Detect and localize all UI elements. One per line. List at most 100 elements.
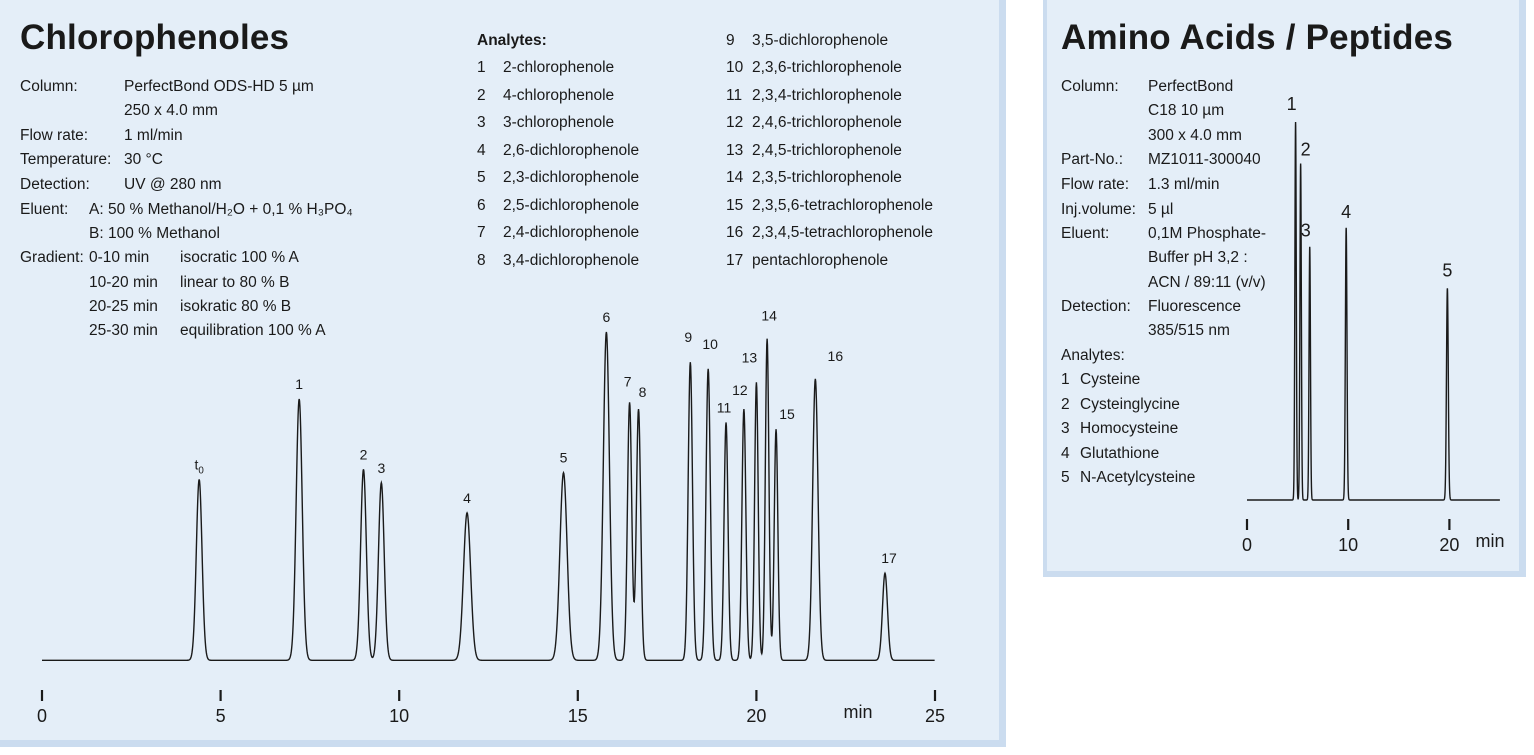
peak-label: 2 — [1301, 140, 1311, 160]
peak-label: 10 — [702, 336, 718, 352]
x-tick-label: 10 — [389, 706, 409, 726]
analyte-name: Homocysteine — [1080, 420, 1179, 437]
analyte-number: 9 — [726, 32, 735, 49]
gradient-label: Gradient: — [20, 249, 84, 266]
analyte-name: 2,4,5-trichlorophenole — [752, 142, 902, 159]
eluent-label: Eluent: — [20, 201, 69, 218]
x-tick-label: 0 — [1242, 535, 1252, 555]
peak-label: 11 — [717, 399, 732, 415]
flow-label: Flow rate: — [1061, 176, 1130, 193]
peak-label: 17 — [881, 550, 897, 566]
peak-label: 14 — [761, 308, 777, 324]
analyte-number: 2 — [477, 87, 486, 104]
analyte-number: 3 — [477, 114, 486, 131]
analyte-number: 4 — [477, 142, 486, 159]
peak-label: 6 — [602, 309, 610, 325]
column-value: PerfectBond — [1148, 78, 1234, 95]
analyte-name: 3-chlorophenole — [503, 114, 615, 131]
analyte-name: Glutathione — [1080, 445, 1160, 462]
gradient-step: linear to 80 % B — [180, 274, 290, 291]
chromatogram-amino-acids: 1 2 3 4 5 0 10 20 min — [1242, 94, 1505, 555]
peak-label: 8 — [639, 384, 647, 400]
detection-value: UV @ 280 nm — [124, 176, 222, 193]
analytes-heading: Analytes: — [1061, 347, 1125, 364]
part-label: Part-No.: — [1061, 151, 1124, 168]
analyte-name: 2,5-dichlorophenole — [503, 197, 640, 214]
detection-value: Fluorescence — [1148, 298, 1242, 315]
peak-label: 3 — [377, 460, 385, 476]
analyte-name: N-Acetylcysteine — [1080, 469, 1196, 486]
analyte-name: 2,3-dichlorophenole — [503, 169, 640, 186]
analyte-number: 5 — [1061, 469, 1070, 486]
analyte-number: 3 — [1061, 420, 1070, 437]
chromatogram-trace — [1247, 121, 1500, 501]
analyte-name: Cysteine — [1080, 371, 1141, 388]
inj-label: Inj.volume: — [1061, 201, 1136, 218]
peak-label: 7 — [624, 373, 632, 389]
peak-label: 1 — [1287, 94, 1297, 114]
analyte-number: 6 — [477, 197, 486, 214]
gradient-time: 25-30 min — [89, 322, 158, 339]
x-axis-unit: min — [1475, 531, 1504, 551]
column-phase: C18 10 µm — [1148, 102, 1225, 119]
flow-value: 1 ml/min — [124, 127, 183, 144]
chromatogram-trace — [42, 331, 935, 661]
analyte-number: 8 — [477, 252, 486, 269]
analyte-name: 2,3,5,6-tetrachlorophenole — [752, 197, 933, 214]
peak-label: 2 — [360, 446, 368, 462]
peak-label: t0 — [194, 456, 204, 476]
analyte-number: 17 — [726, 252, 744, 269]
analyte-name: 2-chlorophenole — [503, 59, 615, 76]
eluent-label: Eluent: — [1061, 225, 1110, 242]
analyte-name: Cysteinglycine — [1080, 396, 1180, 413]
chlorophenoles-panel — [0, 0, 1006, 747]
peak-label: 5 — [560, 450, 568, 466]
analyte-number: 4 — [1061, 445, 1070, 462]
peak-label: 12 — [732, 382, 748, 398]
temperature-value: 30 °C — [124, 151, 163, 168]
analyte-name: 2,4,6-trichlorophenole — [752, 114, 902, 131]
x-axis-unit: min — [843, 702, 872, 722]
peak-label: 15 — [779, 406, 795, 422]
analyte-name: 2,6-dichlorophenole — [503, 142, 640, 159]
analyte-name: 2,3,4,5-tetrachlorophenole — [752, 224, 933, 241]
peak-label: 9 — [684, 329, 692, 345]
column-label: Column: — [1061, 78, 1119, 95]
detection-wavelength: 385/515 nm — [1148, 322, 1230, 339]
analyte-number: 5 — [477, 169, 486, 186]
column-dimensions: 250 x 4.0 mm — [124, 102, 218, 119]
panel-title: Amino Acids / Peptides — [1061, 18, 1454, 57]
analyte-number: 11 — [726, 87, 743, 104]
eluent-value: ACN / 89:11 (v/v) — [1148, 274, 1266, 291]
analyte-name: 2,3,5-trichlorophenole — [752, 169, 902, 186]
gradient-step: isocratic 100 % A — [180, 249, 299, 266]
gradient-time: 0-10 min — [89, 249, 150, 266]
eluent-value: Buffer pH 3,2 : — [1148, 249, 1248, 266]
inj-value: 5 µl — [1148, 201, 1174, 218]
temperature-label: Temperature: — [20, 151, 112, 168]
peak-label: 4 — [1341, 202, 1351, 222]
peak-label: 1 — [295, 376, 303, 392]
detection-label: Detection: — [1061, 298, 1131, 315]
analyte-name: 2,3,6-trichlorophenole — [752, 59, 902, 76]
x-tick-label: 15 — [568, 706, 588, 726]
peak-label: 16 — [828, 348, 844, 364]
peak-label: 5 — [1442, 260, 1452, 280]
x-tick-label: 20 — [1439, 535, 1459, 555]
gradient-time: 20-25 min — [89, 298, 158, 315]
x-tick-label: 20 — [746, 706, 766, 726]
column-value: PerfectBond ODS-HD 5 µm — [124, 78, 314, 95]
eluent-b: B: 100 % Methanol — [89, 225, 220, 242]
page-title: Chlorophenoles — [20, 18, 290, 57]
analyte-name: 4-chlorophenole — [503, 87, 615, 104]
eluent-value: 0,1M Phosphate- — [1148, 225, 1267, 242]
analytes-heading: Analytes: — [477, 32, 547, 49]
analyte-number: 1 — [477, 59, 486, 76]
analyte-name: 2,4-dichlorophenole — [503, 224, 640, 241]
x-tick-label: 5 — [216, 706, 226, 726]
analyte-number: 2 — [1061, 396, 1070, 413]
column-dimensions: 300 x 4.0 mm — [1148, 127, 1242, 144]
gradient-step: equilibration 100 % A — [180, 322, 326, 339]
